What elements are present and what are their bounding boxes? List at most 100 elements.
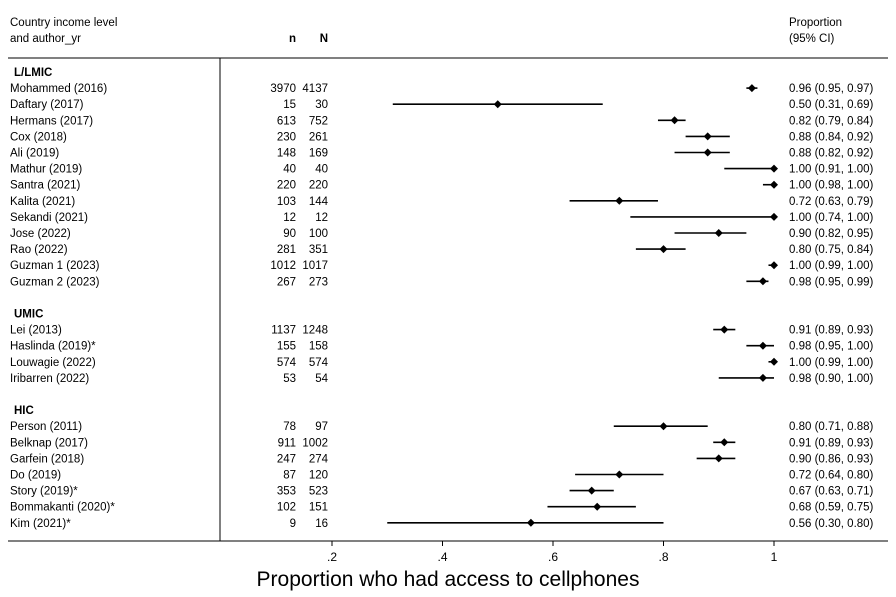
x-tick-label: .2 bbox=[327, 550, 337, 564]
ci-text: 0.88 (0.84, 0.92) bbox=[789, 131, 874, 143]
N-value: 30 bbox=[315, 99, 328, 111]
N-value: 40 bbox=[315, 164, 328, 176]
point-estimate-marker bbox=[758, 373, 767, 382]
study-label: Jose (2022) bbox=[10, 228, 71, 240]
point-estimate-marker bbox=[770, 212, 778, 221]
n-value: 53 bbox=[283, 373, 296, 385]
N-value: 12 bbox=[315, 212, 328, 224]
ci-text: 0.90 (0.82, 0.95) bbox=[789, 228, 874, 240]
N-value: 100 bbox=[309, 228, 328, 240]
ci-text: 1.00 (0.74, 1.00) bbox=[789, 212, 874, 224]
point-estimate-marker bbox=[615, 470, 624, 479]
point-estimate-marker bbox=[615, 196, 624, 205]
N-value: 1248 bbox=[302, 325, 328, 337]
n-value: 87 bbox=[283, 470, 296, 482]
study-label: Bommakanti (2020)* bbox=[10, 502, 115, 514]
n-value: 911 bbox=[278, 437, 296, 449]
study-label: Mathur (2019) bbox=[10, 164, 82, 176]
point-estimate-marker bbox=[770, 261, 778, 270]
point-estimate-marker bbox=[593, 502, 602, 511]
N-value: 574 bbox=[309, 357, 329, 369]
N-value: 97 bbox=[315, 421, 328, 433]
N-value: 220 bbox=[309, 180, 328, 192]
N-value: 144 bbox=[309, 196, 329, 208]
ci-text: 0.72 (0.63, 0.79) bbox=[789, 196, 874, 208]
N-column-header: N bbox=[319, 33, 328, 45]
study-label: Mohammed (2016) bbox=[10, 83, 107, 95]
n-value: 148 bbox=[277, 148, 296, 160]
n-value: 9 bbox=[290, 518, 296, 530]
study-label: Daftary (2017) bbox=[10, 99, 84, 111]
n-value: 1012 bbox=[270, 260, 296, 272]
ci-text: 0.91 (0.89, 0.93) bbox=[789, 325, 874, 337]
study-header-line1: Country income level bbox=[10, 17, 118, 29]
proportion-header-line1: Proportion bbox=[789, 17, 843, 29]
study-label: Iribarren (2022) bbox=[10, 373, 89, 385]
n-value: 102 bbox=[277, 502, 296, 514]
n-value: 15 bbox=[283, 99, 296, 111]
n-value: 220 bbox=[277, 180, 296, 192]
point-estimate-marker bbox=[770, 357, 778, 366]
point-estimate-marker bbox=[703, 148, 712, 157]
ci-text: 0.50 (0.31, 0.69) bbox=[789, 99, 874, 111]
point-estimate-marker bbox=[770, 180, 778, 189]
n-column-header: n bbox=[288, 33, 296, 45]
study-label: Cox (2018) bbox=[10, 131, 67, 143]
N-value: 151 bbox=[309, 502, 328, 514]
ci-text: 0.56 (0.30, 0.80) bbox=[789, 518, 874, 530]
study-label: Person (2011) bbox=[10, 421, 82, 433]
study-label: Ali (2019) bbox=[10, 148, 59, 160]
group-label: L/LMIC bbox=[14, 67, 52, 79]
ci-text: 0.98 (0.95, 0.99) bbox=[789, 276, 874, 288]
n-value: 103 bbox=[277, 196, 296, 208]
ci-text: 1.00 (0.91, 1.00) bbox=[789, 164, 874, 176]
study-label: Guzman 2 (2023) bbox=[10, 276, 100, 288]
ci-text: 0.91 (0.89, 0.93) bbox=[789, 437, 874, 449]
study-label: Kalita (2021) bbox=[10, 196, 75, 208]
point-estimate-marker bbox=[703, 132, 712, 141]
N-value: 158 bbox=[309, 341, 328, 353]
N-value: 274 bbox=[309, 453, 329, 465]
N-value: 1002 bbox=[302, 437, 328, 449]
n-value: 613 bbox=[277, 115, 296, 127]
study-label: Rao (2022) bbox=[10, 244, 68, 256]
group-label: HIC bbox=[14, 405, 34, 417]
ci-text: 0.98 (0.95, 1.00) bbox=[789, 341, 874, 353]
x-tick-label: .4 bbox=[437, 550, 447, 564]
n-value: 281 bbox=[277, 244, 296, 256]
study-label: Garfein (2018) bbox=[10, 453, 84, 465]
ci-text: 0.96 (0.95, 0.97) bbox=[789, 83, 874, 95]
n-value: 78 bbox=[283, 421, 296, 433]
x-axis: .2 .4 .6 .8 1 bbox=[327, 541, 778, 564]
point-estimate-marker bbox=[493, 100, 502, 109]
group-label: UMIC bbox=[14, 309, 43, 321]
N-value: 120 bbox=[309, 470, 328, 482]
ci-text: 1.00 (0.99, 1.00) bbox=[789, 357, 874, 369]
x-tick-label: 1 bbox=[771, 550, 778, 564]
ci-text: 0.68 (0.59, 0.75) bbox=[789, 502, 874, 514]
ci-text: 1.00 (0.98, 1.00) bbox=[789, 180, 874, 192]
point-estimate-marker bbox=[720, 438, 729, 447]
proportion-header-line2: (95% CI) bbox=[789, 33, 835, 45]
N-value: 273 bbox=[309, 276, 328, 288]
point-estimate-marker bbox=[758, 341, 767, 350]
N-value: 1017 bbox=[302, 260, 328, 272]
ci-text: 0.88 (0.82, 0.92) bbox=[789, 148, 874, 160]
n-value: 230 bbox=[277, 131, 296, 143]
study-header-line2: and author_yr bbox=[10, 33, 81, 45]
n-value: 3970 bbox=[270, 83, 296, 95]
point-estimate-marker bbox=[758, 277, 767, 286]
N-value: 523 bbox=[309, 486, 328, 498]
study-label: Story (2019)* bbox=[10, 486, 78, 498]
point-estimate-marker bbox=[714, 229, 723, 237]
point-estimate-marker bbox=[659, 422, 668, 431]
ci-text: 1.00 (0.99, 1.00) bbox=[789, 260, 874, 272]
point-estimate-marker bbox=[587, 486, 596, 495]
study-label: Haslinda (2019)* bbox=[10, 341, 96, 353]
point-estimate-marker bbox=[659, 245, 668, 254]
ci-text: 0.72 (0.64, 0.80) bbox=[789, 470, 874, 482]
n-value: 353 bbox=[277, 486, 296, 498]
study-label: Louwagie (2022) bbox=[10, 357, 96, 369]
